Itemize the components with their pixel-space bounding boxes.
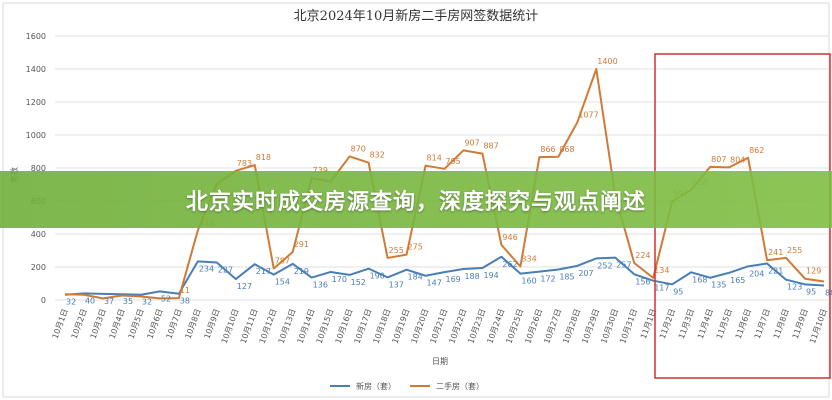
- data-label-new: 160: [521, 277, 536, 286]
- data-label-second: 134: [654, 266, 669, 275]
- data-label-second: 1400: [597, 57, 617, 66]
- data-label-new: 117: [654, 284, 669, 293]
- series-new-line: [64, 255, 825, 296]
- data-label-new: 35: [123, 297, 133, 306]
- data-label-second: 255: [787, 246, 802, 255]
- data-label-second: 11: [180, 286, 190, 295]
- data-label-new: 152: [351, 278, 366, 287]
- title-banner: 北京实时成交房源查询，深度探究与观点阐述: [0, 171, 832, 228]
- data-label-new: 37: [104, 297, 114, 306]
- data-label-new: 32: [66, 298, 76, 307]
- data-label-second: 946: [502, 233, 517, 242]
- data-label-second: 868: [559, 145, 574, 154]
- data-label-new: 156: [635, 277, 650, 286]
- data-label-new: 169: [446, 275, 461, 284]
- banner-title: 北京实时成交房源查询，深度探究与观点阐述: [185, 189, 646, 215]
- data-label-new: 227: [218, 266, 233, 275]
- data-label-second: 866: [540, 145, 555, 154]
- data-label-second: 334: [521, 255, 536, 264]
- data-label-new: 262: [502, 260, 517, 269]
- data-label-new: 52: [161, 294, 171, 303]
- data-label-new: 32: [142, 298, 152, 307]
- y-tick-label: 1400: [26, 65, 46, 74]
- data-label-new: 154: [275, 278, 290, 287]
- legend: 新房（套） 二手房（套）: [330, 381, 484, 391]
- data-label-new: 252: [597, 261, 612, 270]
- data-label-second: 807: [711, 155, 726, 164]
- legend-new-label: 新房（套）: [356, 381, 396, 391]
- legend-second-label: 二手房（套）: [436, 381, 484, 391]
- data-label-second: 241: [768, 248, 783, 257]
- data-label-new: 204: [749, 269, 764, 278]
- data-label-new: 217: [256, 267, 271, 276]
- data-label-second: 787: [275, 256, 290, 265]
- data-label-new: 40: [85, 296, 95, 305]
- data-label-new: 184: [408, 273, 423, 282]
- chart-title: 北京2024年10月新房二手房网签数据统计: [294, 8, 539, 24]
- data-label-second: 224: [635, 251, 650, 260]
- data-label-new: 136: [313, 281, 328, 290]
- data-label-new: 168: [692, 275, 707, 284]
- data-label-second: 129: [806, 267, 821, 276]
- data-label-new: 194: [483, 271, 498, 280]
- y-tick-label: 1600: [26, 32, 46, 41]
- data-label-new: 137: [389, 280, 404, 289]
- data-label-new: 147: [427, 279, 442, 288]
- data-label-second: 275: [408, 243, 423, 252]
- data-label-new: 38: [180, 297, 190, 306]
- data-label-new: 188: [464, 272, 479, 281]
- data-label-new: 123: [787, 283, 802, 292]
- data-label-new: 135: [711, 281, 726, 290]
- data-label-second: 804: [730, 155, 745, 164]
- y-tick-label: 0: [41, 296, 46, 305]
- data-label-second: 907: [464, 138, 479, 147]
- data-label-second: 291: [294, 240, 309, 249]
- data-label-second: 814: [427, 154, 442, 163]
- data-label-new: 234: [199, 264, 214, 273]
- data-label-new: 170: [332, 275, 347, 284]
- x-axis-label: 日期: [432, 357, 448, 366]
- data-label-second: 795: [446, 157, 461, 166]
- data-label-new: 257: [616, 261, 631, 270]
- data-label-new: 127: [237, 282, 252, 291]
- data-label-second: 887: [483, 142, 498, 151]
- data-label-new: 221: [768, 267, 783, 276]
- data-label-second: 1077: [578, 110, 598, 119]
- data-label-new: 219: [294, 267, 309, 276]
- y-tick-label: 1200: [26, 98, 46, 107]
- data-label-second: 870: [351, 144, 366, 153]
- data-label-second: 783: [237, 159, 252, 168]
- y-tick-label: 1000: [26, 131, 46, 140]
- data-label-new: 88: [825, 288, 832, 297]
- data-label-new: 165: [730, 276, 745, 285]
- y-tick-label: 200: [31, 263, 46, 272]
- data-label-second: 255: [389, 246, 404, 255]
- data-label-new: 207: [578, 269, 593, 278]
- data-label-new: 185: [559, 272, 574, 281]
- data-label-second: 739: [313, 166, 328, 175]
- y-tick-label: 400: [31, 230, 46, 239]
- data-label-new: 172: [540, 275, 555, 284]
- data-label-new: 95: [673, 287, 683, 296]
- data-label-second: 832: [370, 151, 385, 160]
- data-label-second: 862: [749, 146, 764, 155]
- data-label-second: 818: [256, 153, 271, 162]
- data-label-new: 95: [806, 287, 816, 296]
- data-label-new: 190: [370, 272, 385, 281]
- y-tick-label: 800: [31, 164, 46, 173]
